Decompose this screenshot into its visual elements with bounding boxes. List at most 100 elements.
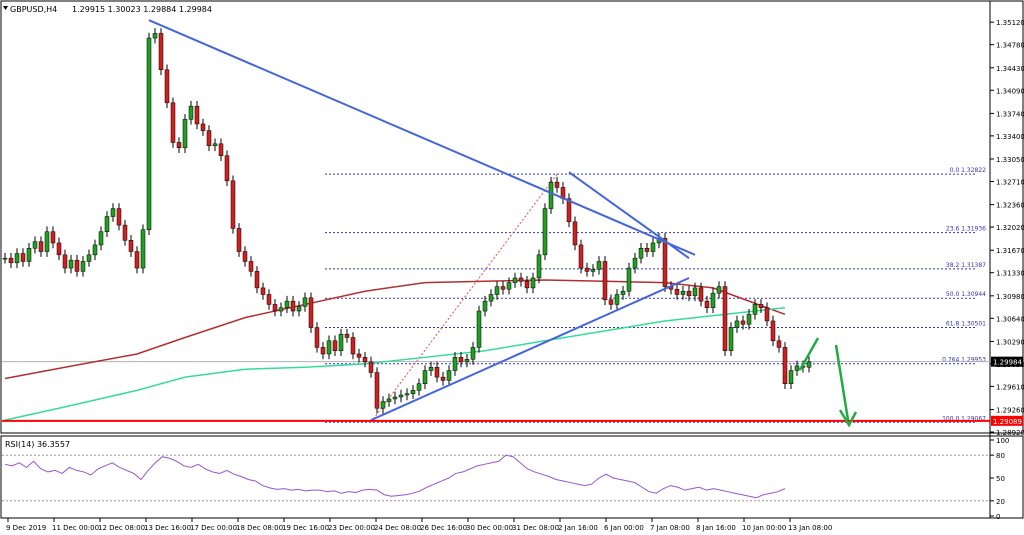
bear-candle: [128, 240, 134, 252]
x-tick-label: 13 Dec 16:00: [144, 524, 191, 532]
y-tick-label: 1.29610: [996, 383, 1024, 391]
bear-candle: [758, 304, 764, 308]
bear-candle: [554, 181, 560, 188]
rsi-tick-label: 20: [996, 498, 1005, 506]
bull-candle: [536, 254, 542, 279]
bull-candle: [44, 231, 50, 252]
bear-candle: [686, 290, 692, 297]
bull-candle: [620, 290, 626, 295]
bear-candle: [236, 228, 242, 252]
fib-level-label: 61.8 1.30501: [946, 320, 986, 327]
projection-arrows: [798, 337, 858, 428]
support-line-group: 1.29089: [2, 415, 1023, 426]
bull-candle: [506, 282, 512, 290]
sma-slow-line: [4, 306, 786, 421]
rsi-line: [4, 454, 786, 499]
bull-candle: [494, 286, 500, 295]
rsi-ticks: 100 80 50 20 0: [2, 437, 1009, 521]
x-tick-label: 6 Jan 00:00: [604, 524, 644, 532]
bear-candle: [704, 300, 710, 308]
trendline: [148, 19, 696, 256]
current-price-tag: [991, 356, 1023, 367]
x-tick-label: 11 Dec 00:00: [52, 524, 99, 532]
bear-candle: [176, 142, 182, 149]
bear-candle: [56, 242, 62, 256]
bear-candle: [254, 271, 260, 289]
bull-candle: [428, 366, 434, 371]
bear-candle: [230, 180, 236, 229]
support-price-label: 1.29089: [993, 418, 1022, 426]
bear-candle: [698, 287, 704, 302]
bear-candle: [368, 361, 374, 373]
x-tick-label: 17 Dec 00:00: [190, 524, 237, 532]
x-tick-label: 19 Dec 16:00: [282, 524, 329, 532]
y-tick-label: 1.33740: [996, 110, 1024, 118]
bull-candle: [692, 287, 698, 297]
bull-candle: [278, 307, 284, 312]
bull-candle: [98, 231, 104, 246]
bull-candle: [110, 208, 116, 217]
bull-candle: [182, 119, 188, 149]
bull-candle: [140, 229, 146, 269]
x-tick-label: 23 Dec 00:00: [328, 524, 375, 532]
y-tick-label: 1.35120: [996, 19, 1024, 27]
bear-candle: [20, 253, 26, 262]
x-tick-label: 26 Dec 16:00: [420, 524, 467, 532]
bull-candle: [104, 216, 110, 232]
y-tick-label: 1.33400: [996, 133, 1024, 141]
current-price-label: 1.29984: [993, 359, 1022, 367]
arrowhead-icon: [838, 409, 858, 428]
bull-candle: [530, 277, 536, 289]
bull-candle: [404, 393, 410, 396]
bear-candle: [770, 320, 776, 342]
projection-up-arrow: [798, 337, 820, 371]
y-tick-label: 1.34780: [996, 42, 1024, 50]
bear-candle: [308, 297, 314, 328]
bull-candle: [380, 401, 386, 409]
bull-candle: [734, 320, 740, 328]
bull-candle: [788, 370, 794, 384]
bear-candle: [122, 224, 128, 241]
bull-candle: [806, 361, 812, 368]
bull-candle: [26, 247, 32, 262]
candles: [2, 28, 812, 414]
bull-candle: [212, 143, 218, 147]
bull-candle: [710, 292, 716, 308]
bull-candle: [422, 370, 428, 384]
bull-candle: [548, 181, 554, 209]
bear-candle: [272, 304, 278, 312]
bull-candle: [92, 244, 98, 256]
bull-candle: [2, 257, 8, 260]
y-tick-label: 1.32710: [996, 178, 1024, 186]
trendlines: [148, 19, 696, 422]
bull-candle: [746, 314, 752, 325]
fibonacci-levels: 0.0 1.32822 23.6 1.31936 38.2 1.31387 50.0 …: [2, 167, 1023, 423]
x-tick-label: 24 Dec 08:00: [374, 524, 421, 532]
bear-candle: [500, 286, 506, 290]
bull-candle: [728, 327, 734, 351]
rsi-label: RSI(14) 36.3557: [5, 440, 70, 449]
fib-level-label: 50.0 1.30944: [946, 291, 986, 298]
bull-candle: [632, 257, 638, 269]
bull-candle: [284, 300, 290, 308]
fib-level-label: 100.0 1.29067: [942, 415, 986, 422]
bear-candle: [674, 288, 680, 295]
y-tick-label: 1.30290: [996, 338, 1024, 346]
bull-candle: [188, 105, 194, 120]
rsi-tick-label: 80: [996, 452, 1005, 460]
bear-candle: [320, 347, 326, 355]
trendline: [568, 171, 690, 259]
bear-candle: [38, 241, 44, 252]
bull-candle: [446, 370, 452, 381]
bull-candle: [716, 286, 722, 294]
y-tick-label: 1.28920: [996, 429, 1024, 437]
symbol-label: GBPUSD,H4: [10, 5, 57, 14]
rsi-line-group: [4, 454, 786, 499]
bear-candle: [74, 259, 80, 272]
bull-candle: [614, 294, 620, 305]
bull-candle: [638, 247, 644, 259]
bear-candle: [782, 347, 788, 384]
bear-candle: [218, 143, 224, 156]
bull-candle: [488, 294, 494, 302]
fib-level-label: 0.0 1.32822: [950, 167, 986, 174]
